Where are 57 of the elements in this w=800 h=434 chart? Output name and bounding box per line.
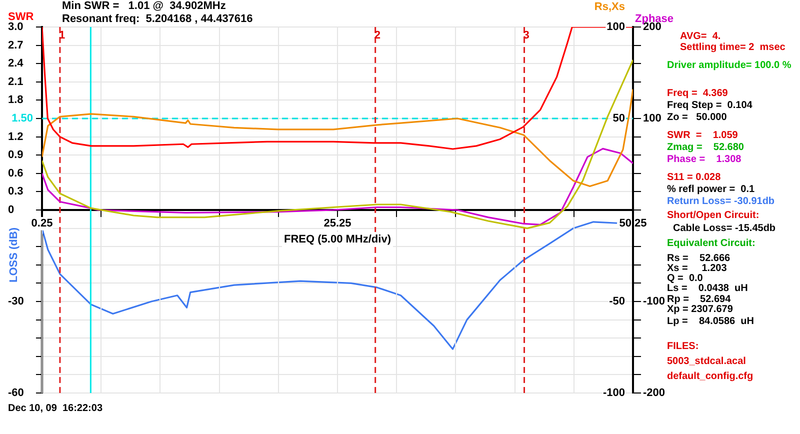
text: Zo = 50.000: [667, 112, 727, 123]
ref-line-label: 1.50: [12, 112, 33, 125]
y2-tick-label: 100: [606, 21, 625, 34]
text: Short/Open Circuit:: [667, 210, 760, 221]
text: SWR = 1.059: [667, 130, 738, 141]
text: Freq Step = 0.104: [667, 100, 752, 111]
y2-tick-label: -50: [609, 296, 625, 308]
text: Dec 10, 09 16:22:03: [8, 403, 103, 414]
annotation: 2: [374, 30, 380, 42]
y-tick-label: 2.7: [8, 39, 24, 52]
text: Xp = 2307.679: [667, 304, 733, 315]
text: S11 = 0.028: [667, 172, 721, 183]
y3-tick-label: -200: [643, 387, 666, 400]
text: Return Loss= -30.91db: [667, 196, 775, 207]
y2-tick-label: 50: [612, 112, 625, 125]
text: 5003_stdcal.acal: [667, 356, 746, 367]
text: Phase = 1.308: [667, 154, 742, 165]
y-tick-label: 0.9: [8, 149, 24, 162]
text: % refl power = 0.1: [667, 184, 755, 195]
y-tick-label: 0.3: [8, 186, 24, 198]
text: Rs = 52.666: [667, 253, 730, 264]
y-tick-label: -30: [8, 296, 24, 308]
y-tick-label: 2.1: [8, 76, 24, 88]
text: Q = 0.0: [667, 273, 703, 284]
text: Cable Loss= -15.45db: [673, 223, 776, 234]
text: Ls = 0.0438 uH: [667, 283, 748, 294]
text: Driver amplitude= 100.0 %: [667, 60, 792, 71]
text: Rp = 52.694: [667, 294, 731, 305]
text: default_config.cfg: [667, 371, 754, 382]
y-tick-label: 0: [8, 204, 14, 216]
y-tick-label: 1.8: [8, 94, 24, 106]
y2-axis-title: Rs,Xs: [594, 1, 625, 14]
text: Xs = 1.203: [667, 263, 727, 274]
text: Zmag = 52.680: [667, 142, 744, 153]
y-tick-label: 1.2: [8, 130, 24, 143]
y-axis-title: LOSS (dB): [8, 227, 20, 282]
chart-subtitle: Resonant freq: 5.204168 , 44.437616: [62, 13, 253, 25]
y-axis-title: SWR: [8, 11, 34, 24]
y3-tick-label: 100: [643, 112, 662, 125]
annotation: 1: [58, 30, 66, 42]
x-tick-label: 25.25: [324, 218, 352, 230]
text: FILES:: [667, 341, 699, 352]
text: Equivalent Circuit:: [667, 238, 756, 249]
text: Freq = 4.369: [667, 88, 728, 99]
chart-title: Min SWR = 1.01 @ 34.902MHz: [62, 0, 226, 12]
text: Settling time= 2 msec: [680, 42, 786, 53]
x-tick-label: 0.25: [31, 218, 53, 230]
y3-tick-label: -100: [643, 296, 666, 308]
y-tick-label: 2.4: [8, 58, 24, 70]
annotation: 3: [523, 30, 530, 42]
y-tick-label: 3.0: [8, 21, 24, 34]
y-tick-label: -60: [8, 387, 24, 400]
y-tick-label: 0.6: [8, 167, 24, 180]
y2-tick-label: -100: [602, 387, 625, 400]
text: Lp = 84.0586 uH: [667, 316, 754, 327]
x-axis-title: FREQ (5.00 MHz/div): [284, 234, 392, 246]
text: AVG= 4.: [680, 31, 721, 42]
